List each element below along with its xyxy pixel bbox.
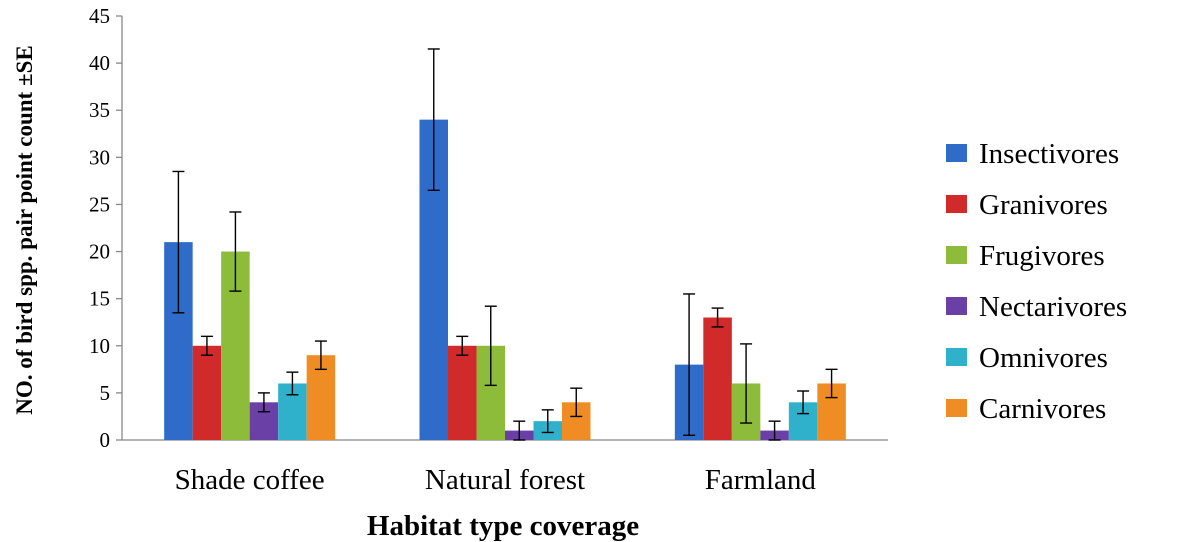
error-bar-omnivores-2	[797, 390, 810, 415]
error-bar-nectarivores-2	[768, 420, 781, 441]
bars	[164, 119, 846, 441]
legend-item-insectivores: Insectivores	[946, 138, 1119, 170]
legend-label: Carnivores	[979, 393, 1106, 425]
error-bar-carnivores-2	[825, 368, 838, 399]
y-tick-label: 40	[89, 51, 110, 75]
error-bar-frugivores-1	[484, 305, 497, 387]
y-tick-label: 15	[89, 287, 110, 311]
y-tick-label: 10	[89, 334, 110, 358]
x-axis-label: Habitat type coverage	[367, 510, 639, 542]
legend-swatch	[946, 246, 967, 264]
error-bar-omnivores-0	[286, 371, 299, 396]
y-axis-label: NO. of bird spp. pair point count ±SE	[12, 45, 37, 414]
legend-swatch	[946, 399, 967, 417]
category-label: Shade coffee	[175, 464, 325, 496]
error-bar-insectivores-2	[683, 293, 696, 436]
y-axis-ticks: 0 5 10 15 20 25 30 35 40 45	[89, 4, 122, 452]
y-tick-label: 35	[89, 98, 110, 122]
error-bar-nectarivores-1	[513, 420, 526, 441]
legend-swatch	[946, 195, 967, 213]
y-tick-label: 20	[89, 240, 110, 264]
error-bar-granivores-0	[200, 335, 213, 356]
bar-granivores-1	[448, 345, 477, 440]
error-bar-carnivores-0	[314, 340, 327, 371]
y-tick-label: 5	[100, 381, 111, 405]
legend-swatch	[946, 144, 967, 162]
error-bar-granivores-1	[456, 335, 469, 356]
y-tick-label: 25	[89, 192, 110, 216]
error-bar-carnivores-1	[570, 387, 583, 418]
category-label: Natural forest	[425, 464, 585, 496]
legend-item-omnivores: Omnivores	[946, 342, 1108, 374]
bar-granivores-0	[192, 345, 222, 440]
error-bar-frugivores-2	[740, 343, 753, 424]
bar-granivores-2	[703, 317, 732, 440]
legend-swatch	[946, 348, 967, 366]
y-tick-label: 30	[89, 145, 110, 169]
legend-label: Nectarivores	[979, 291, 1127, 323]
legend-item-granivores: Granivores	[946, 189, 1108, 221]
legend: Insectivores Granivores Frugivores Nectariv…	[946, 138, 1127, 425]
y-tick-label: 45	[89, 4, 110, 28]
legend-label: Insectivores	[979, 138, 1119, 170]
legend-item-frugivores: Frugivores	[946, 240, 1105, 272]
legend-label: Granivores	[979, 189, 1108, 221]
y-tick-label: 0	[100, 428, 111, 452]
error-bar-omnivores-1	[541, 409, 554, 434]
error-bar-frugivores-0	[229, 211, 242, 292]
legend-item-carnivores: Carnivores	[946, 393, 1106, 425]
error-bar-nectarivores-0	[257, 392, 270, 413]
error-bar-insectivores-1	[427, 48, 440, 192]
error-bar-insectivores-0	[172, 170, 185, 314]
legend-item-nectarivores: Nectarivores	[946, 291, 1127, 323]
legend-label: Omnivores	[979, 342, 1108, 374]
error-bar-granivores-2	[711, 307, 724, 328]
error-bars	[172, 48, 838, 441]
legend-swatch	[946, 297, 967, 315]
legend-label: Frugivores	[979, 240, 1105, 272]
category-label: Farmland	[705, 464, 817, 496]
x-axis-categories: Shade coffee Natural forest Farmland	[175, 464, 817, 496]
